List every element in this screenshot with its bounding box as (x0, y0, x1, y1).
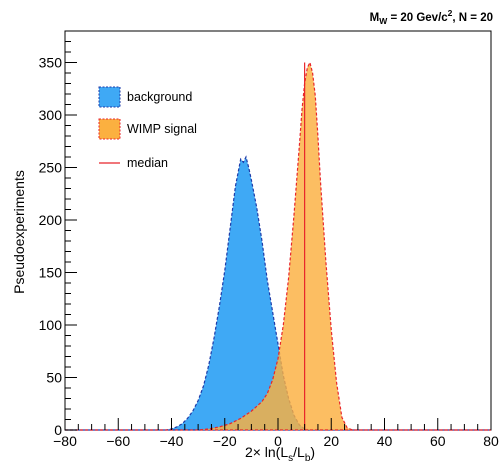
x-tick-label: 80 (483, 433, 499, 449)
x-tick-label: −80 (53, 433, 77, 449)
x-axis: −80 −60 −40 −20 0 20 40 60 80 (53, 418, 499, 449)
title-subscript-w: W (379, 16, 388, 26)
legend-swatch-signal (98, 118, 121, 140)
x-tick-label: 60 (430, 433, 446, 449)
x-tick-label: 40 (377, 433, 393, 449)
y-axis: 0 50 100 150 200 250 300 350 (39, 30, 77, 438)
x-axis-label: 2× ln(Ls/Lb) (245, 444, 315, 464)
x-tick-label: −60 (106, 433, 130, 449)
legend: background WIMP signal median (98, 86, 197, 170)
y-tick-label: 0 (54, 422, 62, 438)
y-tick-label: 150 (39, 265, 63, 281)
x-tick-label: 0 (274, 433, 282, 449)
chart-title: MW = 20 Gev/c2, N = 20 (370, 8, 493, 26)
y-tick-label: 50 (46, 370, 62, 386)
y-tick-label: 300 (39, 107, 63, 123)
legend-swatch-background (98, 86, 121, 108)
legend-label-signal: WIMP signal (127, 122, 197, 136)
title-superscript-2: 2 (448, 8, 453, 18)
x-label-subscript-b: b (305, 453, 311, 464)
x-tick-label: −20 (213, 433, 237, 449)
y-axis-label: Pseudoexperiments (11, 170, 27, 294)
y-tick-label: 350 (39, 55, 63, 71)
x-tick-label: 20 (323, 433, 339, 449)
legend-label-median: median (127, 156, 168, 170)
y-tick-label: 100 (39, 317, 63, 333)
y-tick-label: 200 (39, 212, 63, 228)
legend-label-background: background (127, 90, 192, 104)
y-tick-label: 250 (39, 160, 63, 176)
x-label-subscript-s: s (288, 453, 293, 464)
x-tick-label: −40 (160, 433, 184, 449)
signal-histogram (65, 60, 491, 431)
